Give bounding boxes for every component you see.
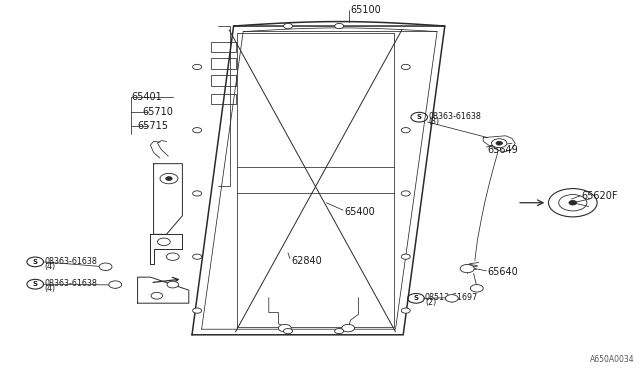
Circle shape xyxy=(193,254,202,259)
Circle shape xyxy=(193,64,202,70)
Circle shape xyxy=(470,285,483,292)
Circle shape xyxy=(284,328,292,334)
Text: 65400: 65400 xyxy=(344,207,375,217)
Text: S: S xyxy=(33,259,38,265)
Circle shape xyxy=(160,173,178,184)
Text: (2): (2) xyxy=(425,298,436,307)
Circle shape xyxy=(284,23,292,29)
Circle shape xyxy=(99,263,112,270)
Circle shape xyxy=(193,308,202,313)
Circle shape xyxy=(342,324,355,332)
Circle shape xyxy=(496,141,502,145)
Circle shape xyxy=(401,308,410,313)
Circle shape xyxy=(109,281,122,288)
Text: 62840: 62840 xyxy=(291,256,322,266)
Circle shape xyxy=(401,128,410,133)
Text: S: S xyxy=(413,295,419,301)
Circle shape xyxy=(167,281,179,288)
Circle shape xyxy=(166,253,179,260)
Text: S: S xyxy=(33,281,38,287)
Circle shape xyxy=(401,254,410,259)
Text: 65640: 65640 xyxy=(488,267,518,277)
Text: (4): (4) xyxy=(44,284,55,293)
Circle shape xyxy=(278,324,291,332)
Circle shape xyxy=(569,201,577,205)
Text: 65401: 65401 xyxy=(131,93,162,102)
Text: (3): (3) xyxy=(428,117,439,126)
Circle shape xyxy=(335,328,344,334)
Text: (4): (4) xyxy=(44,262,55,271)
Text: 65100: 65100 xyxy=(351,5,381,15)
Text: S: S xyxy=(417,114,422,120)
Circle shape xyxy=(492,139,507,148)
Circle shape xyxy=(193,128,202,133)
Text: 08363-61638: 08363-61638 xyxy=(44,257,97,266)
Circle shape xyxy=(445,295,458,302)
Circle shape xyxy=(166,177,172,180)
Text: A650A0034: A650A0034 xyxy=(590,355,635,364)
Circle shape xyxy=(193,191,202,196)
Circle shape xyxy=(157,238,170,246)
Circle shape xyxy=(460,264,474,273)
Text: 65710: 65710 xyxy=(142,107,173,116)
Circle shape xyxy=(335,23,344,29)
Text: 65649: 65649 xyxy=(488,145,518,154)
Circle shape xyxy=(401,64,410,70)
Text: 65715: 65715 xyxy=(138,122,168,131)
Circle shape xyxy=(401,191,410,196)
Text: 65620F: 65620F xyxy=(581,191,618,201)
Text: 08513-61697: 08513-61697 xyxy=(425,294,478,302)
Circle shape xyxy=(151,292,163,299)
Text: 08363-61638: 08363-61638 xyxy=(44,279,97,288)
Text: 08363-61638: 08363-61638 xyxy=(428,112,481,121)
